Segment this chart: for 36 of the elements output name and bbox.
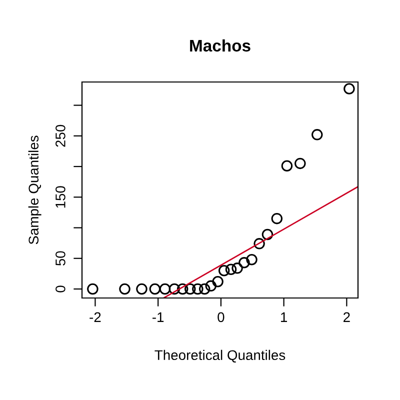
x-tick-label: 1 bbox=[281, 312, 287, 322]
y-tick-label: 150 bbox=[56, 186, 66, 208]
chart-title: Machos bbox=[190, 39, 250, 52]
point bbox=[344, 83, 355, 94]
point bbox=[271, 212, 283, 224]
point bbox=[198, 283, 210, 295]
point bbox=[238, 257, 250, 268]
x-tick-label: -1 bbox=[152, 312, 164, 322]
x-tick-label: -2 bbox=[90, 312, 101, 322]
y-axis-title: Sample Quantiles bbox=[28, 136, 42, 244]
point bbox=[212, 276, 224, 288]
point bbox=[218, 265, 230, 276]
point bbox=[192, 283, 204, 295]
y-tick-label: 250 bbox=[56, 124, 66, 147]
point bbox=[149, 283, 161, 295]
point bbox=[281, 160, 293, 172]
point bbox=[294, 158, 306, 170]
point bbox=[225, 264, 237, 276]
point bbox=[176, 283, 188, 295]
point bbox=[254, 238, 265, 250]
point bbox=[87, 283, 98, 295]
x-axis-title: Theoretical Quantiles bbox=[154, 350, 286, 363]
point bbox=[312, 129, 323, 140]
point bbox=[246, 254, 258, 266]
y-tick-label: 0 bbox=[56, 286, 66, 292]
point bbox=[119, 283, 130, 295]
point bbox=[136, 283, 148, 295]
x-tick-label: 0 bbox=[218, 312, 224, 322]
point bbox=[232, 262, 243, 274]
point bbox=[159, 283, 171, 295]
point bbox=[262, 228, 274, 240]
point bbox=[205, 280, 217, 292]
point bbox=[168, 283, 180, 295]
y-tick-label: 50 bbox=[56, 251, 66, 266]
x-tick-label: 2 bbox=[344, 312, 350, 322]
point bbox=[184, 283, 196, 295]
